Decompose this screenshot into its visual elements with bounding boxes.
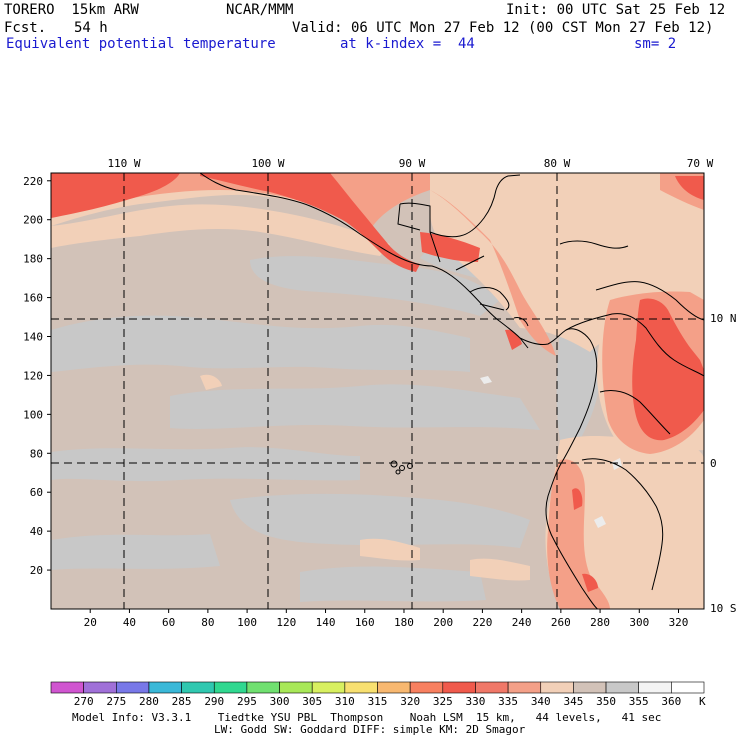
org-label: NCAR/MMM bbox=[226, 2, 294, 18]
model-title: TORERO 15km ARW bbox=[4, 2, 139, 18]
colorbar-swatch bbox=[148, 681, 182, 694]
colorbar-swatch bbox=[213, 681, 248, 694]
light-patches bbox=[480, 376, 622, 528]
left-tick-label: 140 bbox=[23, 331, 43, 344]
colorbar-label: 315 bbox=[368, 695, 388, 708]
plot-frame bbox=[50, 172, 705, 610]
longitude-labels: 110 W 100 W 90 W 80 W 70 W bbox=[107, 157, 713, 170]
left-axis: 220 200 180 160 140 120 100 80 60 40 20 bbox=[23, 175, 51, 577]
colorbar-label: 295 bbox=[237, 695, 257, 708]
colorbar-swatch bbox=[311, 681, 346, 694]
colorbar-label: 320 bbox=[400, 695, 420, 708]
colorbar-swatch bbox=[507, 681, 542, 694]
colorbar-swatch bbox=[181, 681, 215, 694]
bottom-axis: 20 40 60 80 100 120 140 160 180 200 220 240 260 280 30… bbox=[84, 609, 689, 629]
colorbar-swatch bbox=[246, 681, 280, 694]
bottom-tick-label: 200 bbox=[433, 616, 453, 629]
colorbar-swatch bbox=[442, 681, 476, 694]
colorbar-label: 310 bbox=[335, 695, 355, 708]
colorbar-label: 340 bbox=[531, 695, 551, 708]
left-tick-label: 60 bbox=[30, 486, 43, 499]
colorbar-swatch bbox=[116, 681, 150, 694]
colorbar-swatch bbox=[409, 681, 444, 694]
colorbar-swatch bbox=[671, 681, 705, 694]
colorbar-label: 350 bbox=[596, 695, 616, 708]
bottom-tick-label: 260 bbox=[551, 616, 571, 629]
bottom-tick-label: 60 bbox=[162, 616, 175, 629]
colorbar-swatch bbox=[344, 681, 378, 694]
coastlines bbox=[199, 173, 704, 609]
model-info-line1: Model Info: V3.3.1 Tiedtke YSU PBL Thomp… bbox=[72, 711, 662, 724]
bottom-tick-label: 20 bbox=[84, 616, 97, 629]
colorbar-label: 300 bbox=[270, 695, 290, 708]
left-tick-label: 180 bbox=[23, 253, 43, 266]
left-tick-label: 100 bbox=[23, 408, 43, 421]
colorbar-swatch bbox=[279, 681, 313, 694]
forecast-label: Fcst. bbox=[4, 20, 47, 36]
colorbar-label: 270 bbox=[74, 695, 94, 708]
smoothing-label: sm= 2 bbox=[634, 36, 677, 52]
colorbar-swatch bbox=[638, 681, 672, 694]
bottom-tick-label: 180 bbox=[394, 616, 414, 629]
longitude-label: 100 W bbox=[251, 157, 284, 170]
longitude-label: 70 W bbox=[687, 157, 714, 170]
colorbar-swatch bbox=[50, 681, 84, 694]
left-tick-label: 120 bbox=[23, 369, 43, 382]
bottom-tick-label: 300 bbox=[629, 616, 649, 629]
bottom-tick-label: 320 bbox=[669, 616, 689, 629]
colorbar-label: 330 bbox=[466, 695, 486, 708]
bottom-tick-label: 120 bbox=[276, 616, 296, 629]
left-tick-label: 160 bbox=[23, 292, 43, 305]
latitude-labels: 10 N 0 10 S bbox=[710, 312, 737, 615]
colorbar-swatch bbox=[605, 681, 639, 694]
colorbar-label: 305 bbox=[302, 695, 322, 708]
colorbar-swatch bbox=[83, 681, 117, 694]
bottom-tick-label: 100 bbox=[237, 616, 257, 629]
colorbar-label: 355 bbox=[629, 695, 649, 708]
left-tick-label: 220 bbox=[23, 175, 43, 188]
colorbar-label: 280 bbox=[139, 695, 159, 708]
bottom-tick-label: 220 bbox=[472, 616, 492, 629]
model-info-line2: LW: Godd SW: Goddard DIFF: simple KM: 2D… bbox=[214, 723, 526, 736]
bottom-tick-label: 160 bbox=[355, 616, 375, 629]
latitude-label: 10 S bbox=[710, 602, 737, 615]
colorbar-swatch bbox=[377, 681, 411, 694]
field-name: Equivalent potential temperature bbox=[6, 36, 276, 52]
longitude-label: 110 W bbox=[107, 157, 140, 170]
colorbar-swatch bbox=[475, 681, 509, 694]
forecast-hours: 54 h bbox=[74, 20, 108, 36]
left-tick-label: 200 bbox=[23, 214, 43, 227]
colorbar-label: 325 bbox=[433, 695, 453, 708]
longitude-label: 90 W bbox=[399, 157, 426, 170]
latitude-label: 10 N bbox=[710, 312, 737, 325]
colorbar-label: 360 bbox=[661, 695, 681, 708]
colorbar-label: 275 bbox=[106, 695, 126, 708]
colorbar-swatch bbox=[540, 681, 574, 694]
left-tick-label: 80 bbox=[30, 447, 43, 460]
graticule bbox=[51, 173, 704, 609]
left-tick-label: 40 bbox=[30, 525, 43, 538]
bottom-tick-label: 40 bbox=[123, 616, 136, 629]
bottom-tick-label: 140 bbox=[316, 616, 336, 629]
map-field bbox=[51, 173, 704, 609]
bottom-tick-label: 280 bbox=[590, 616, 610, 629]
bottom-tick-label: 240 bbox=[512, 616, 532, 629]
latitude-label: 0 bbox=[710, 457, 717, 470]
colorbar-swatch bbox=[573, 681, 607, 694]
colorbar-unit: K bbox=[699, 695, 706, 708]
left-tick-label: 20 bbox=[30, 564, 43, 577]
init-time: Init: 00 UTC Sat 25 Feb 12 bbox=[506, 2, 726, 18]
colorbar: 270 275 280 285 290 295 300 305 310 315 320 325 330 3… bbox=[50, 681, 706, 708]
level-label: at k-index = 44 bbox=[340, 36, 475, 52]
colorbar-label: 285 bbox=[172, 695, 192, 708]
colorbar-label: 345 bbox=[563, 695, 583, 708]
colorbar-label: 290 bbox=[204, 695, 224, 708]
valid-time: Valid: 06 UTC Mon 27 Feb 12 (00 CST Mon … bbox=[292, 20, 714, 36]
colorbar-label: 335 bbox=[498, 695, 518, 708]
longitude-label: 80 W bbox=[544, 157, 571, 170]
bottom-tick-label: 80 bbox=[201, 616, 214, 629]
